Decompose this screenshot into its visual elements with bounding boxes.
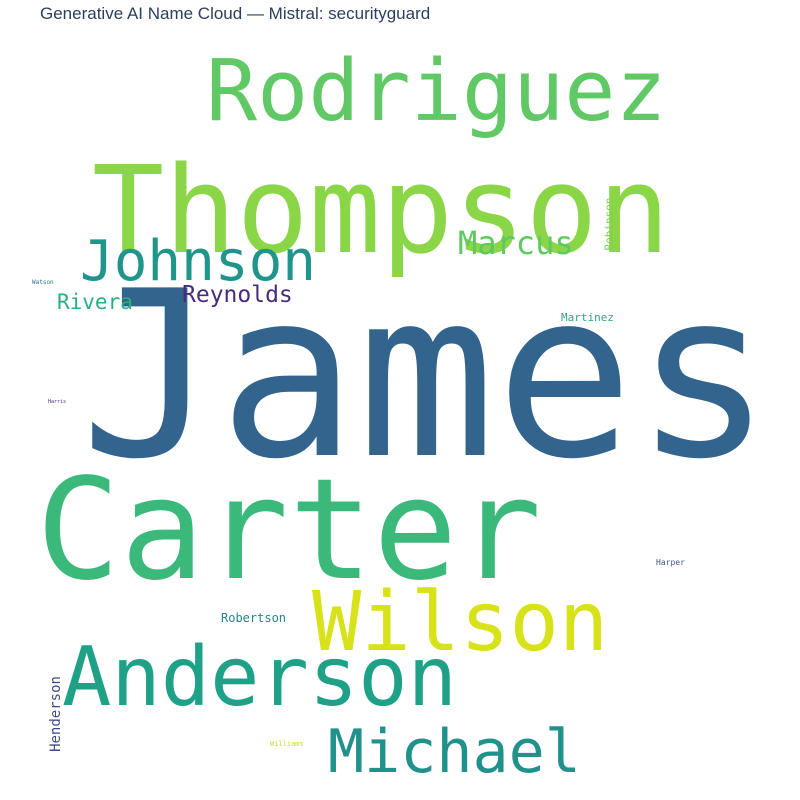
word-martinez: Martinez (561, 311, 614, 324)
word-anderson: Anderson (62, 630, 457, 725)
word-harris: Harris (48, 399, 66, 405)
word-marcus: Marcus (458, 224, 574, 262)
word-james: James (80, 243, 772, 510)
chart-title: Generative AI Name Cloud — Mistral: secu… (40, 4, 431, 23)
word-harper: Harper (656, 558, 685, 567)
word-wilson: Wilson (312, 575, 608, 670)
word-robertson: Robertson (221, 611, 286, 625)
word-williams: Williams (270, 740, 304, 748)
word-johnson: Johnson (80, 229, 316, 294)
word-carter: Carter (36, 449, 542, 612)
word-rodriguez: Rodriguez (206, 42, 667, 141)
word-rivera: Rivera (57, 290, 133, 314)
word-henderson: Henderson (48, 676, 64, 752)
word-reynolds: Reynolds (182, 282, 293, 308)
word-michael: Michael (328, 717, 581, 787)
word-watson: Watson (32, 279, 54, 286)
word-robinson: Robinson (603, 198, 616, 251)
word-thompson: Thompson (92, 142, 670, 281)
